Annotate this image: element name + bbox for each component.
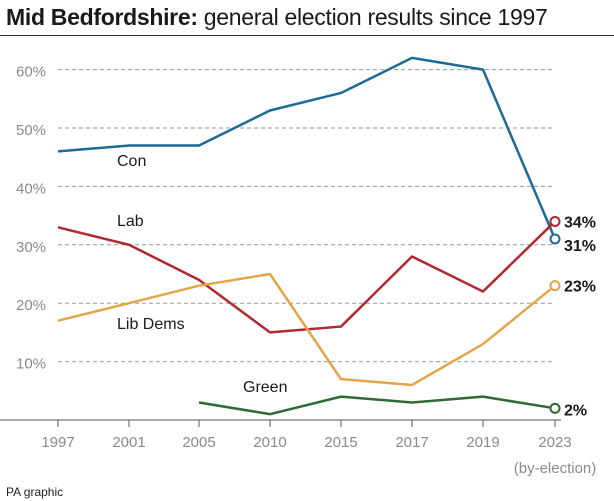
series-line-green: [198, 395, 556, 416]
x-tick-label: 2005: [182, 434, 215, 451]
x-tick-note: (by-election): [514, 460, 597, 477]
title-bold: Mid Bedfordshire:: [6, 4, 198, 30]
end-point-marker: [549, 280, 561, 292]
y-tick-label: 10%: [16, 356, 46, 373]
credit-label: PA graphic: [6, 485, 64, 499]
series-line-con: [57, 56, 557, 240]
y-tick-label: 30%: [16, 239, 46, 256]
title-divider: [0, 35, 614, 36]
series-line-lib-dems: [57, 272, 556, 387]
series-name-label: Con: [117, 153, 146, 170]
x-tick-label: 2023: [538, 434, 571, 451]
series-name-label: Lib Dems: [117, 316, 185, 333]
x-tick-label: 2017: [395, 434, 428, 451]
x-tick-label: 2001: [112, 434, 145, 451]
x-tick-label: 2010: [253, 434, 286, 451]
series-name-label: Lab: [117, 213, 144, 230]
end-point-marker: [549, 233, 561, 245]
x-tick-label: 2015: [324, 434, 357, 451]
end-value-label: 34%: [564, 214, 596, 231]
x-tick-label: 2019: [466, 434, 499, 451]
chart-title: Mid Bedfordshire: general election resul…: [6, 4, 548, 31]
end-value-label: 2%: [564, 402, 587, 419]
end-point-marker: [549, 402, 561, 414]
end-point-marker: [549, 215, 561, 227]
title-rest: general election results since 1997: [197, 4, 548, 30]
series-line-lab: [57, 220, 556, 334]
x-tick-label: 1997: [41, 434, 74, 451]
y-tick-label: 40%: [16, 180, 46, 197]
end-value-label: 31%: [564, 238, 596, 255]
series-name-label: Green: [243, 379, 287, 396]
end-value-label: 23%: [564, 279, 596, 296]
y-tick-label: 20%: [16, 297, 46, 314]
y-tick-label: 60%: [16, 64, 46, 81]
y-tick-label: 50%: [16, 122, 46, 139]
